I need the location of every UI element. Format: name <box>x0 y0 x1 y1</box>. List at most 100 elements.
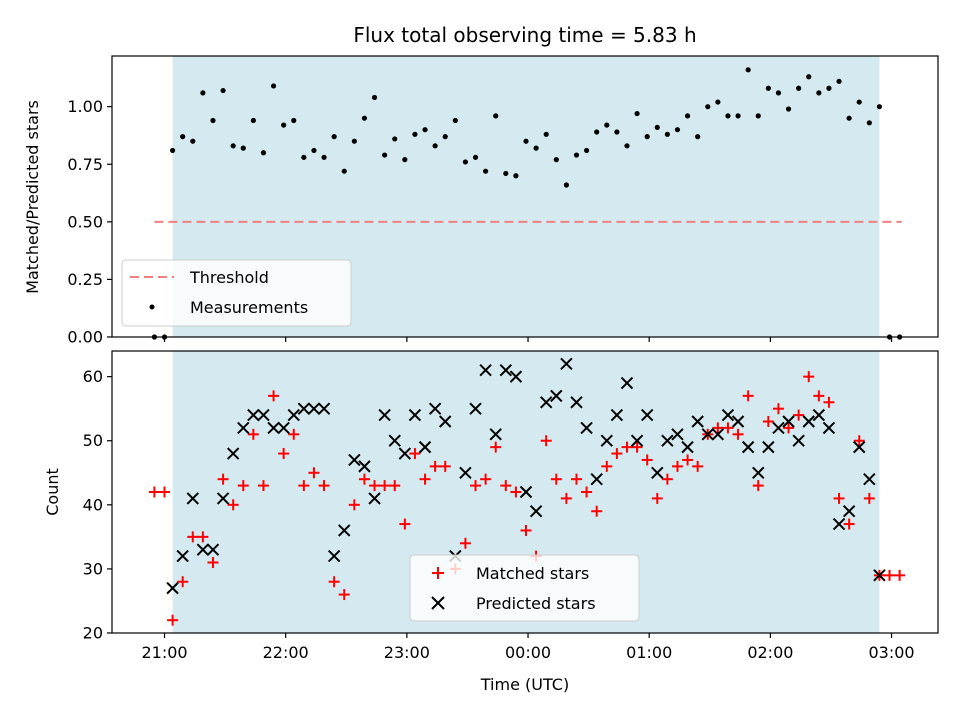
predicted-star-point <box>731 415 745 428</box>
matched-star-point <box>237 480 249 492</box>
predicted-star-point <box>711 428 725 441</box>
matched-star-point <box>510 486 522 498</box>
matched-star-point <box>560 492 572 504</box>
measurement-point <box>180 134 186 140</box>
legend-measurements-label: Measurements <box>190 298 308 317</box>
predicted-star-point <box>206 543 220 556</box>
measurement-point <box>220 87 226 94</box>
matched-star-point <box>369 480 381 492</box>
matched-star-point <box>550 473 562 485</box>
x-tick-label: 23:00 <box>384 643 430 662</box>
measurement-point <box>341 168 347 174</box>
legend-predicted-label: Predicted stars <box>476 594 596 613</box>
predicted-star-point <box>489 428 502 441</box>
measurement-point <box>270 83 277 89</box>
predicted-star-point <box>327 549 341 563</box>
predicted-star-point <box>176 549 189 563</box>
measurement-point <box>735 113 741 119</box>
predicted-star-point <box>358 460 371 473</box>
matched-star-point <box>389 480 401 492</box>
y-tick-label: 40 <box>83 495 103 514</box>
predicted-star-point <box>792 434 805 447</box>
predicted-star-point <box>570 396 583 409</box>
predicted-star-point <box>247 408 260 422</box>
legend-matched-swatch <box>432 567 444 579</box>
measurement-point <box>715 99 721 105</box>
measurement-point <box>442 134 448 140</box>
matched-star-point <box>348 499 360 511</box>
predicted-star-point <box>630 434 644 447</box>
measurement-point <box>816 90 822 96</box>
predicted-star-point <box>762 440 775 454</box>
matched-star-point <box>159 486 171 498</box>
predicted-star-point <box>398 447 412 460</box>
y-tick-label: 1.00 <box>67 97 103 116</box>
measurement-point <box>361 115 368 121</box>
predicted-star-point <box>640 408 654 422</box>
measurement-point <box>351 138 357 144</box>
matched-star-point <box>793 409 805 421</box>
predicted-star-point <box>772 421 785 435</box>
measurement-point <box>876 104 883 110</box>
predicted-star-point <box>499 364 513 377</box>
matched-star-point <box>631 441 643 453</box>
predicted-star-point <box>842 505 856 518</box>
predicted-star-point <box>216 492 230 505</box>
matched-star-point <box>611 448 623 460</box>
x-tick-label: 22:00 <box>263 643 309 662</box>
predicted-star-point <box>196 543 210 556</box>
measurement-point <box>331 134 337 140</box>
predicted-star-point <box>519 485 533 499</box>
matched-star-point <box>833 492 845 504</box>
measurement-point <box>321 154 327 160</box>
predicted-star-point <box>873 569 886 582</box>
measurement-point <box>836 78 842 84</box>
predicted-star-point <box>287 408 300 422</box>
y-tick-label: 0.75 <box>67 155 103 174</box>
predicted-star-point <box>388 434 401 447</box>
measurement-point <box>422 127 428 133</box>
matched-star-point <box>298 480 310 492</box>
predicted-star-point <box>459 466 472 479</box>
measurement-point <box>775 90 782 96</box>
matched-star-point <box>148 486 160 498</box>
predicted-star-point <box>752 466 765 479</box>
measurement-point <box>866 120 872 126</box>
x-tick-label: 02:00 <box>747 643 793 662</box>
matched-star-point <box>732 428 744 440</box>
y-tick-label: 0.50 <box>67 212 103 231</box>
predicted-star-point <box>439 415 452 428</box>
measurement-point <box>230 143 236 149</box>
measurement-point <box>392 136 398 142</box>
matched-star-point <box>459 537 471 549</box>
measurement-point <box>402 157 408 163</box>
top-panel-frame <box>111 55 939 338</box>
predicted-star-point <box>853 440 866 454</box>
predicted-star-point <box>590 472 603 486</box>
bottom-panel-frame <box>111 350 939 634</box>
matched-star-point <box>308 467 320 479</box>
predicted-star-point <box>832 517 846 531</box>
predicted-star-point <box>529 505 543 518</box>
predicted-star-point <box>166 581 179 595</box>
predicted-star-point <box>408 408 422 422</box>
matched-star-point <box>197 531 209 543</box>
measurement-point <box>674 127 681 133</box>
measurement-point <box>624 143 630 149</box>
y-tick-label: 20 <box>83 624 103 643</box>
measurement-point <box>705 104 711 110</box>
predicted-star-point <box>600 434 613 447</box>
measurement-point <box>291 117 297 124</box>
matched-star-point <box>813 390 825 402</box>
measurement-point <box>493 113 499 119</box>
matched-star-point <box>409 448 421 460</box>
measurement-point <box>745 67 751 73</box>
bottom-panel: 20 30 40 50 60 21:00 22:00 23:00 00:00 01:00 02:0… <box>43 350 939 694</box>
measurement-point <box>725 113 731 119</box>
matched-star-point <box>803 371 815 383</box>
y-tick-label: 50 <box>83 431 103 450</box>
measurement-point <box>846 115 852 121</box>
predicted-star-point <box>782 415 795 428</box>
matched-star-point <box>278 448 290 460</box>
legend-matched-label: Matched stars <box>476 564 589 583</box>
